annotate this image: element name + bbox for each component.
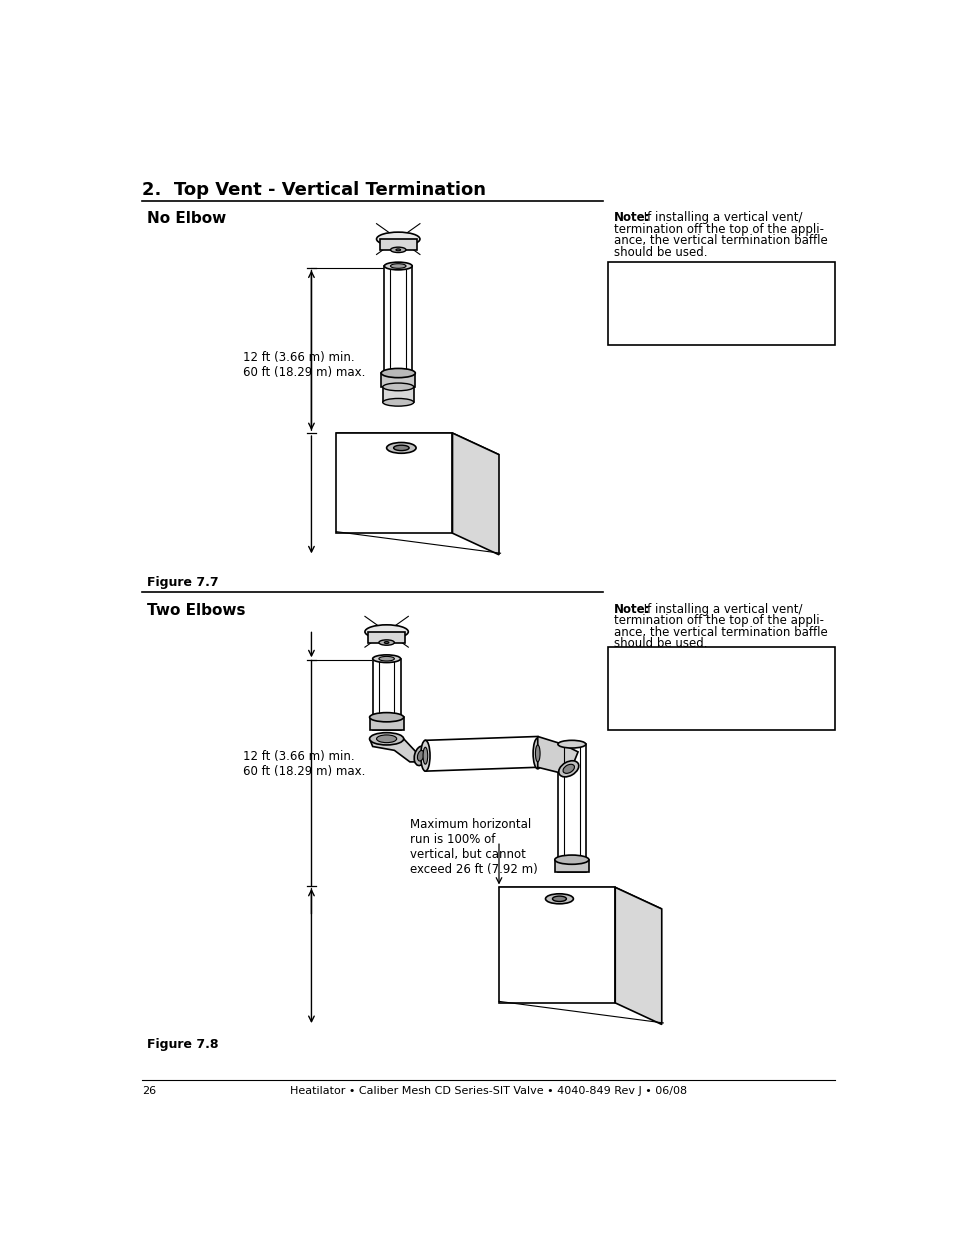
Polygon shape xyxy=(379,240,416,249)
Ellipse shape xyxy=(414,746,427,766)
Text: No Elbow: No Elbow xyxy=(147,211,226,226)
Polygon shape xyxy=(369,739,425,762)
Ellipse shape xyxy=(394,445,409,451)
Text: 12 ft (3.66 m) min.
60 ft (18.29 m) max.: 12 ft (3.66 m) min. 60 ft (18.29 m) max. xyxy=(243,351,365,379)
Text: Two Elbows: Two Elbows xyxy=(147,603,245,618)
Text: ance, the vertical termination baffle: ance, the vertical termination baffle xyxy=(613,626,826,638)
Polygon shape xyxy=(615,888,661,1025)
Ellipse shape xyxy=(384,641,389,643)
Text: ance, the vertical termination baffle: ance, the vertical termination baffle xyxy=(613,235,826,247)
Ellipse shape xyxy=(378,656,394,661)
Ellipse shape xyxy=(369,732,403,745)
Bar xyxy=(382,387,414,403)
Polygon shape xyxy=(425,736,537,771)
Polygon shape xyxy=(537,736,578,776)
Ellipse shape xyxy=(382,383,414,390)
Text: If installing a vertical vent/: If installing a vertical vent/ xyxy=(639,603,801,615)
Ellipse shape xyxy=(558,761,578,777)
Text: Note:: Note: xyxy=(613,603,650,615)
Bar xyxy=(608,262,835,346)
Ellipse shape xyxy=(378,640,394,645)
Ellipse shape xyxy=(382,399,414,406)
Ellipse shape xyxy=(381,368,415,378)
Bar xyxy=(369,718,403,730)
Ellipse shape xyxy=(386,442,416,453)
Text: termination off the top of the appli-: termination off the top of the appli- xyxy=(613,614,822,627)
Polygon shape xyxy=(498,888,615,1003)
Bar xyxy=(373,658,400,730)
Text: Figure 7.8: Figure 7.8 xyxy=(147,1037,218,1051)
Text: If installing a vertical vent/: If installing a vertical vent/ xyxy=(639,211,801,225)
Text: 12 ft (3.66 m) min.
60 ft (18.29 m) max.: 12 ft (3.66 m) min. 60 ft (18.29 m) max. xyxy=(243,750,365,778)
Text: should be used.: should be used. xyxy=(613,637,706,650)
Ellipse shape xyxy=(373,655,400,662)
Ellipse shape xyxy=(562,764,574,773)
Ellipse shape xyxy=(395,249,400,251)
Text: Figure 7.7: Figure 7.7 xyxy=(147,576,218,589)
Polygon shape xyxy=(335,433,452,534)
Polygon shape xyxy=(498,888,661,909)
Text: 2.  Top Vent - Vertical Termination: 2. Top Vent - Vertical Termination xyxy=(142,180,486,199)
Text: should be used.: should be used. xyxy=(613,246,706,259)
Ellipse shape xyxy=(390,247,406,252)
Bar xyxy=(381,373,415,387)
Ellipse shape xyxy=(552,897,566,902)
Polygon shape xyxy=(368,632,405,642)
Ellipse shape xyxy=(390,264,406,268)
Ellipse shape xyxy=(376,735,396,742)
Polygon shape xyxy=(452,433,498,555)
Ellipse shape xyxy=(417,751,423,761)
Ellipse shape xyxy=(422,747,427,764)
Ellipse shape xyxy=(555,855,588,864)
Ellipse shape xyxy=(369,713,403,721)
Text: termination off the top of the appli-: termination off the top of the appli- xyxy=(613,222,822,236)
Text: 26: 26 xyxy=(142,1086,156,1095)
Polygon shape xyxy=(335,433,498,454)
Ellipse shape xyxy=(558,740,585,748)
Ellipse shape xyxy=(365,625,408,638)
Bar xyxy=(558,745,585,872)
Text: Heatilator • Caliber Mesh CD Series-SIT Valve • 4040-849 Rev J • 06/08: Heatilator • Caliber Mesh CD Series-SIT … xyxy=(290,1086,687,1095)
Bar xyxy=(555,860,588,872)
Ellipse shape xyxy=(420,740,430,771)
Ellipse shape xyxy=(545,894,573,904)
Ellipse shape xyxy=(535,745,539,762)
Ellipse shape xyxy=(376,232,419,246)
Text: Note:: Note: xyxy=(613,211,650,225)
Ellipse shape xyxy=(533,739,542,769)
Bar xyxy=(384,266,412,387)
Ellipse shape xyxy=(384,262,412,270)
Bar xyxy=(608,647,835,730)
Text: Maximum horizontal
run is 100% of
vertical, but cannot
exceed 26 ft (7.92 m): Maximum horizontal run is 100% of vertic… xyxy=(410,818,537,876)
